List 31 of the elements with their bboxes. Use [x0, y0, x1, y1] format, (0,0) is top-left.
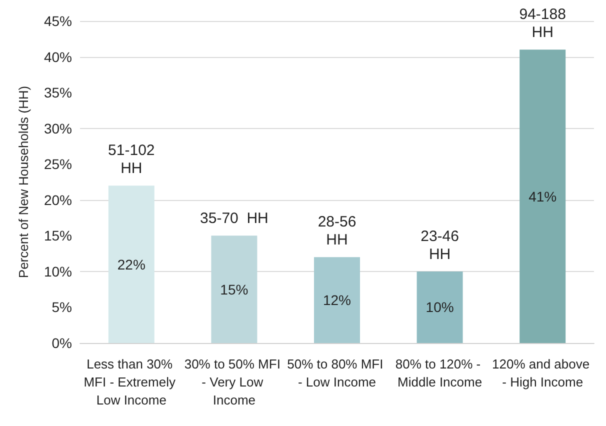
bar	[416, 271, 463, 343]
data-label: 41%	[528, 188, 557, 204]
annotation: 35-70 HH	[200, 210, 268, 228]
annotation: 23-46 HH	[420, 228, 459, 263]
data-label: 22%	[117, 256, 146, 272]
annotation: 28-56 HH	[318, 214, 356, 249]
y-tick-label: 40%	[44, 48, 72, 65]
y-tick-label: 35%	[44, 84, 72, 101]
x-tick-label: 50% to 80% MFI - Low Income	[287, 356, 387, 390]
data-label: 15%	[220, 281, 248, 298]
x-tick-label: 80% to 120% - Middle Income	[395, 356, 484, 390]
y-axis-title: Percent of New Households (HH)	[16, 86, 31, 278]
annotation: 51-102 HH	[108, 142, 155, 178]
x-tick-label: Less than 30% MFI - Extremely Low Income	[84, 356, 180, 408]
y-tick-label: 20%	[44, 192, 72, 208]
data-label: 10%	[426, 299, 454, 316]
x-tick-label: 30% to 50% MFI - Very Low Income	[184, 356, 284, 408]
data-label: 12%	[322, 292, 352, 308]
x-tick-label: 120% and above - High Income	[492, 356, 594, 390]
annotation: 94-188 HH	[519, 6, 566, 42]
y-tick-label: 15%	[44, 228, 72, 244]
y-tick-label: 10%	[44, 263, 72, 280]
y-tick-label: 30%	[44, 120, 72, 136]
bar	[314, 257, 360, 343]
bar	[211, 236, 258, 343]
bar	[520, 50, 566, 343]
y-tick-label: 45%	[44, 13, 72, 29]
y-tick-label: 25%	[44, 156, 72, 172]
y-tick-label: 0%	[52, 335, 72, 351]
bar	[108, 186, 154, 343]
y-tick-label: 5%	[52, 299, 72, 316]
